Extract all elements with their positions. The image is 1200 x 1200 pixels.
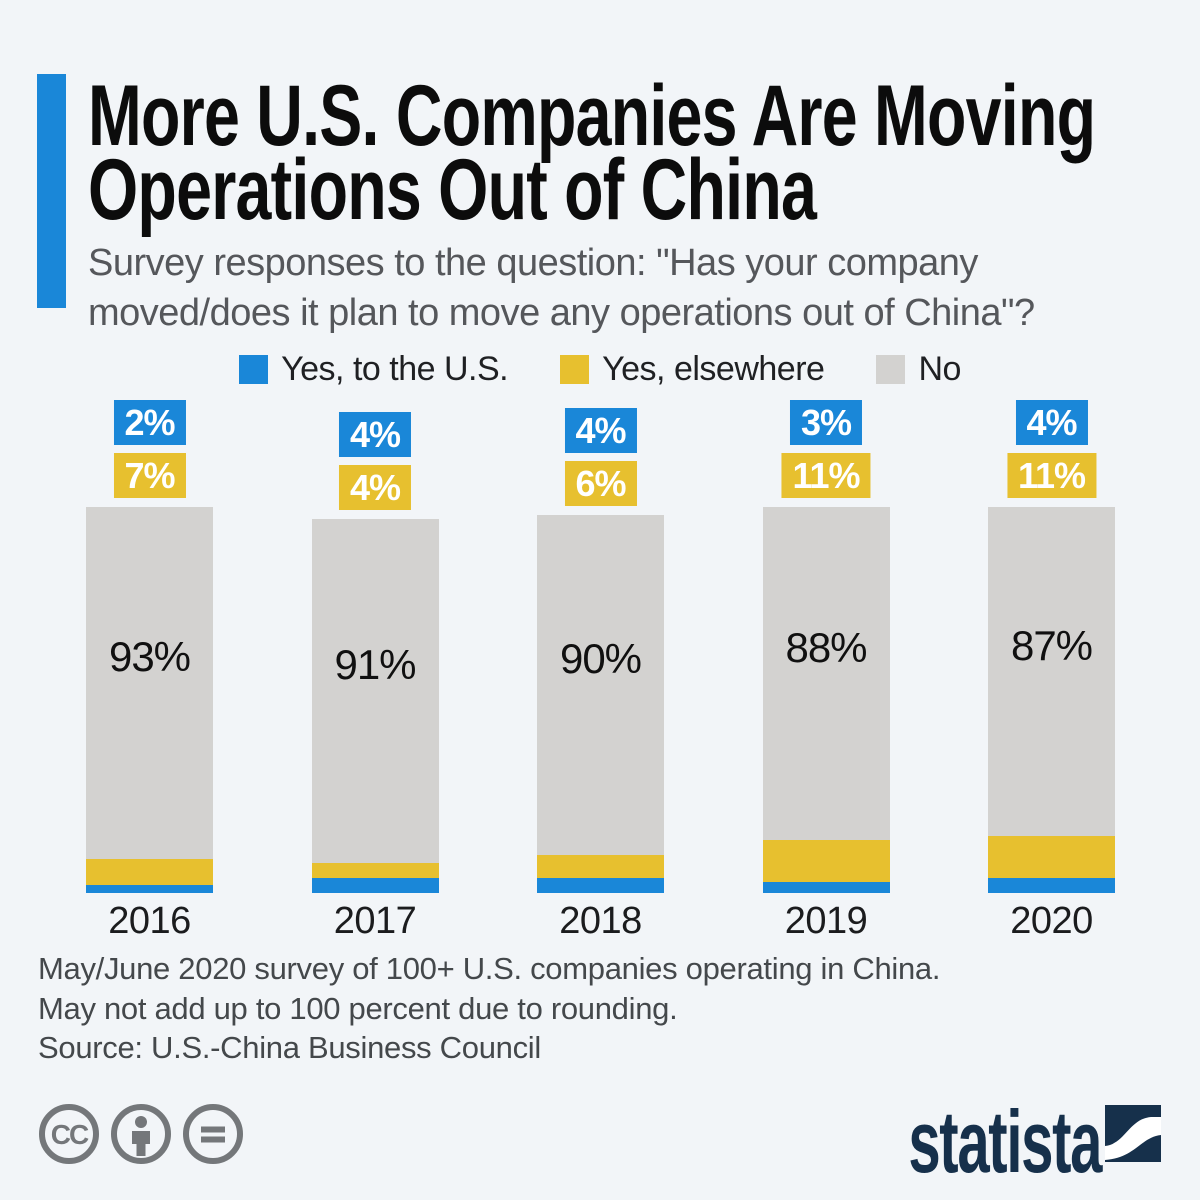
callout-yes-to-us-2019: 3% <box>789 400 863 446</box>
segment-yes-to-us-2017 <box>311 877 439 893</box>
segment-yes-to-us-2019 <box>762 881 890 893</box>
segment-no-2020: 87% <box>988 507 1115 837</box>
subtitle-line-2: moved/does it plan to move any operation… <box>88 292 1035 334</box>
legend: Yes, to the U.S. Yes, elsewhere No <box>0 350 1200 389</box>
callout-yes-elsewhere-2019: 11% <box>781 453 871 499</box>
footnote: May/June 2020 survey of 100+ U.S. compan… <box>38 949 940 1029</box>
segment-yes-to-us-2018 <box>537 877 664 893</box>
callout-yes-elsewhere-2018: 6% <box>564 461 637 506</box>
bar-group-2018: 90% 6% 4% 2018 <box>537 408 664 942</box>
legend-swatch-blue <box>239 355 269 384</box>
segment-yes-to-us-2016 <box>86 885 213 893</box>
bar-group-2017: 91% 4% 4% 2017 <box>311 411 439 942</box>
bar-stack-2018: 90% <box>537 515 664 893</box>
bar-stack-2020: 87% <box>988 507 1115 893</box>
callout-yes-to-us-2016: 2% <box>113 400 186 446</box>
category-label-2020: 2020 <box>1010 900 1093 942</box>
legend-label-no: No <box>918 350 961 388</box>
bar-group-2016: 93% 7% 2% 2016 <box>86 400 213 942</box>
legend-item-no: No <box>876 350 961 389</box>
legend-swatch-yellow <box>560 355 590 384</box>
value-label-no-2016: 93% <box>108 633 191 681</box>
category-label-2017: 2017 <box>333 900 417 942</box>
page-title: More U.S. Companies Are Moving Operation… <box>88 68 1200 238</box>
segment-yes-elsewhere-2019 <box>762 840 890 882</box>
segment-yes-elsewhere-2017 <box>311 862 439 878</box>
value-label-no-2019: 88% <box>785 623 867 671</box>
legend-swatch-gray <box>876 355 906 384</box>
bar-stack-2016: 93% <box>86 507 213 893</box>
footnote-line-2: May not add up to 100 percent due to rou… <box>38 991 678 1026</box>
title-line-1: More U.S. Companies Are Moving <box>88 68 1096 164</box>
value-label-no-2020: 87% <box>1010 621 1093 669</box>
segment-yes-elsewhere-2016 <box>86 859 213 886</box>
bar-group-2020: 87% 11% 4% 2020 <box>988 400 1115 942</box>
callout-yes-elsewhere-2016: 7% <box>113 453 186 499</box>
callout-yes-to-us-2017: 4% <box>338 411 412 457</box>
footnote-line-1: May/June 2020 survey of 100+ U.S. compan… <box>38 951 941 986</box>
segment-no-2016: 93% <box>86 507 213 859</box>
category-label-2018: 2018 <box>559 900 642 942</box>
legend-item-yes-elsewhere: Yes, elsewhere <box>560 350 825 389</box>
segment-yes-to-us-2020 <box>988 877 1115 893</box>
callout-yes-to-us-2018: 4% <box>564 408 637 453</box>
segment-yes-elsewhere-2020 <box>988 836 1115 878</box>
subtitle-line-1: Survey responses to the question: "Has y… <box>88 242 978 284</box>
callout-yes-elsewhere-2017: 4% <box>338 464 412 510</box>
segment-no-2018: 90% <box>537 515 664 856</box>
category-label-2019: 2019 <box>784 900 868 942</box>
title-accent-bar <box>37 74 66 308</box>
cc-icon: CC <box>39 1104 99 1164</box>
callout-yes-to-us-2020: 4% <box>1015 400 1088 446</box>
license-icons: CC <box>38 1103 244 1165</box>
equals-icon <box>183 1104 243 1164</box>
callout-yes-elsewhere-2020: 11% <box>1006 453 1097 499</box>
attribution-person-icon <box>111 1104 171 1164</box>
value-label-no-2018: 90% <box>559 635 642 683</box>
legend-label-yes-to-us: Yes, to the U.S. <box>281 350 509 388</box>
category-label-2016: 2016 <box>108 900 191 942</box>
bar-group-2019: 88% 11% 3% 2019 <box>762 400 890 942</box>
segment-no-2019: 88% <box>762 507 890 841</box>
statista-logo-icon <box>1105 1105 1161 1162</box>
segment-no-2017: 91% <box>311 518 439 863</box>
legend-item-yes-to-us: Yes, to the U.S. <box>239 350 509 389</box>
bar-stack-2019: 88% <box>762 507 890 893</box>
legend-label-yes-elsewhere: Yes, elsewhere <box>602 350 825 388</box>
source-line: Source: U.S.-China Business Council <box>38 1030 541 1065</box>
title-line-2: Operations Out of China <box>88 142 817 238</box>
subtitle: Survey responses to the question: "Has y… <box>88 238 1035 338</box>
statista-wordmark: statista <box>908 1092 1102 1191</box>
svg-text:CC: CC <box>51 1119 89 1150</box>
segment-yes-elsewhere-2018 <box>537 855 664 878</box>
value-label-no-2017: 91% <box>334 640 416 688</box>
bar-stack-2017: 91% <box>311 518 439 893</box>
